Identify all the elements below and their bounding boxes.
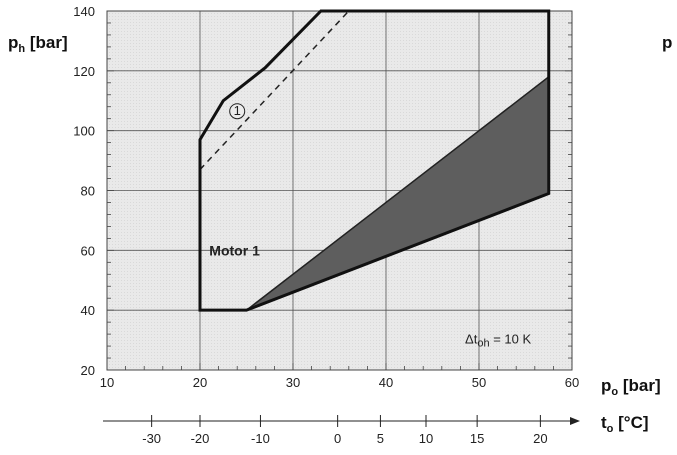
x-axis-label: po [bar] bbox=[601, 376, 661, 398]
y-tick-label: 20 bbox=[81, 363, 95, 378]
x-axis-label-unit: [bar] bbox=[618, 376, 661, 395]
x-tick-label: 20 bbox=[193, 375, 207, 390]
t-tick-label: 5 bbox=[377, 431, 384, 446]
t-axis-label-unit: [°C] bbox=[613, 413, 648, 432]
dashed-limit-line bbox=[199, 10, 350, 171]
y-axis-label-main: p bbox=[8, 33, 18, 52]
operating-envelope bbox=[198, 9, 551, 312]
y-tick-label: 80 bbox=[81, 184, 95, 199]
t-tick-label: 0 bbox=[334, 431, 341, 446]
t-axis-ticks: -30 -20 -10 0 5 10 15 20 bbox=[142, 415, 548, 446]
annotation-main: Δt bbox=[465, 332, 478, 347]
t-tick-label: 10 bbox=[419, 431, 433, 446]
x-tick-label: 60 bbox=[565, 375, 579, 390]
t-axis-label: to [°C] bbox=[601, 413, 649, 435]
y-tick-label: 140 bbox=[73, 4, 95, 19]
x-tick-label: 30 bbox=[286, 375, 300, 390]
y-tick-label: 120 bbox=[73, 64, 95, 79]
x-tick-label: 40 bbox=[379, 375, 393, 390]
motor-1-label: Motor 1 bbox=[209, 242, 260, 258]
x-tick-labels: 10 20 30 40 50 60 bbox=[100, 375, 579, 390]
y-axis-label-unit: [bar] bbox=[25, 33, 68, 52]
t-tick-label: 15 bbox=[470, 431, 484, 446]
marker-1-label: 1 bbox=[234, 103, 241, 118]
marker-1-circle bbox=[229, 103, 246, 120]
y-tick-label: 100 bbox=[73, 124, 95, 139]
delta-t-annotation: Δtoh = 10 K bbox=[465, 332, 531, 350]
x-tick-label: 50 bbox=[472, 375, 486, 390]
minor-ticks bbox=[106, 10, 573, 371]
y-tick-labels: 20 40 60 80 100 120 140 bbox=[73, 4, 95, 378]
t-axis-label-main: t bbox=[601, 413, 607, 432]
y-tick-label: 40 bbox=[81, 303, 95, 318]
x-axis-label-main: p bbox=[601, 376, 611, 395]
t-tick-label: -30 bbox=[142, 431, 161, 446]
x-axis-label-sub: o bbox=[611, 386, 618, 398]
clipped-axis-label-fragment: p bbox=[662, 33, 672, 52]
y-axis-label: ph [bar] bbox=[8, 33, 68, 55]
t-tick-label: -20 bbox=[191, 431, 210, 446]
annotation-sub: oh bbox=[477, 338, 489, 350]
y-axis-label-sub: h bbox=[18, 43, 25, 55]
t-axis-arrowhead bbox=[570, 417, 580, 425]
annotation-rest: = 10 K bbox=[490, 332, 532, 347]
t-tick-label: -10 bbox=[251, 431, 270, 446]
t-axis-label-sub: o bbox=[607, 423, 614, 435]
t-tick-label: 20 bbox=[533, 431, 547, 446]
y-tick-label: 60 bbox=[81, 243, 95, 258]
x-tick-label: 10 bbox=[100, 375, 114, 390]
